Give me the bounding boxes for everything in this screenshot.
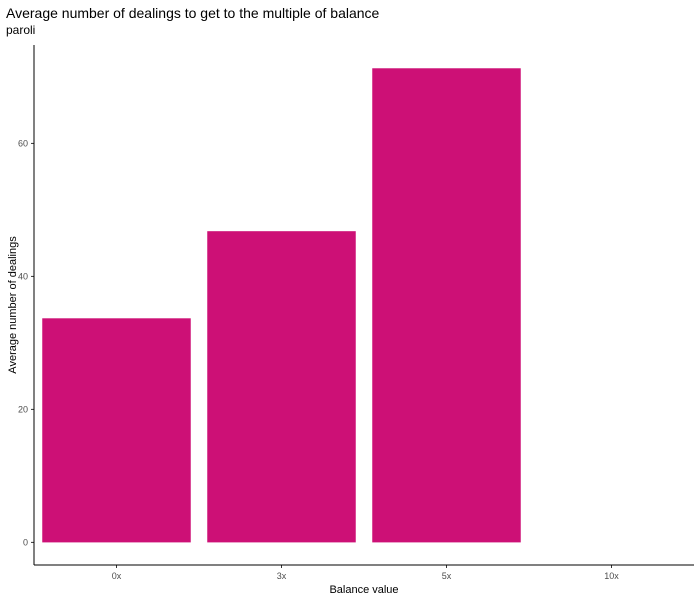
chart-title: Average number of dealings to get to the… — [6, 5, 380, 21]
x-tick-label: 10x — [604, 571, 619, 581]
x-axis-ticks: 0x 3x 5x 10x — [112, 565, 619, 581]
x-axis-title: Balance value — [329, 584, 398, 596]
x-tick-label: 5x — [442, 571, 452, 581]
bars-group — [42, 68, 521, 543]
bar-0x — [42, 318, 191, 543]
y-tick-label: 20 — [18, 404, 28, 414]
y-tick-label: 0 — [23, 537, 28, 547]
y-tick-label: 40 — [18, 271, 28, 281]
y-axis-ticks: 0 20 40 60 — [18, 138, 34, 547]
y-tick-label: 60 — [18, 138, 28, 148]
chart-subtitle: paroli — [6, 23, 35, 37]
x-tick-label: 3x — [277, 571, 287, 581]
bar-5x — [372, 68, 521, 543]
x-tick-label: 0x — [112, 571, 122, 581]
bar-3x — [207, 231, 356, 543]
y-axis-title: Average number of dealings — [7, 236, 19, 374]
